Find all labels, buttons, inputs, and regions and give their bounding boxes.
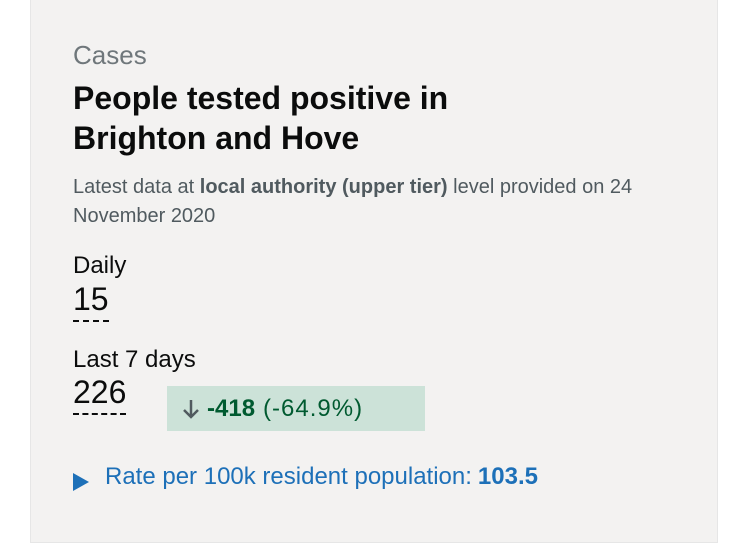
subtitle: Latest data at local authority (upper ti… bbox=[73, 173, 673, 231]
card-title: People tested positive in Brighton and H… bbox=[73, 80, 449, 156]
subtitle-bold: local authority (upper tier) bbox=[199, 176, 448, 198]
last7-value-wrap: 226 bbox=[73, 375, 127, 415]
summary-card bbox=[30, 0, 718, 543]
change-value: -418 bbox=[207, 394, 256, 422]
expand-triangle[interactable] bbox=[72, 472, 92, 492]
down-arrow-icon bbox=[183, 399, 199, 419]
rate-label: Rate per 100k resident population: bbox=[105, 463, 472, 490]
daily-value[interactable]: 15 bbox=[73, 282, 109, 322]
daily-value-wrap: 15 bbox=[73, 282, 109, 322]
subtitle-text: level provided on 24 November 2020 bbox=[73, 176, 633, 227]
last7-label: Last 7 days bbox=[73, 346, 196, 373]
subtitle-text: Latest data at bbox=[73, 176, 195, 198]
change-box: -418 (-64.9%) bbox=[167, 386, 425, 431]
rate-summary[interactable]: Rate per 100k resident population: 103.5 bbox=[105, 463, 538, 491]
change-percent: (-64.9%) bbox=[263, 394, 364, 422]
rate-value: 103.5 bbox=[477, 463, 538, 490]
last7-value[interactable]: 226 bbox=[73, 375, 127, 415]
daily-label: Daily bbox=[73, 252, 127, 279]
caption: Cases bbox=[73, 40, 147, 70]
